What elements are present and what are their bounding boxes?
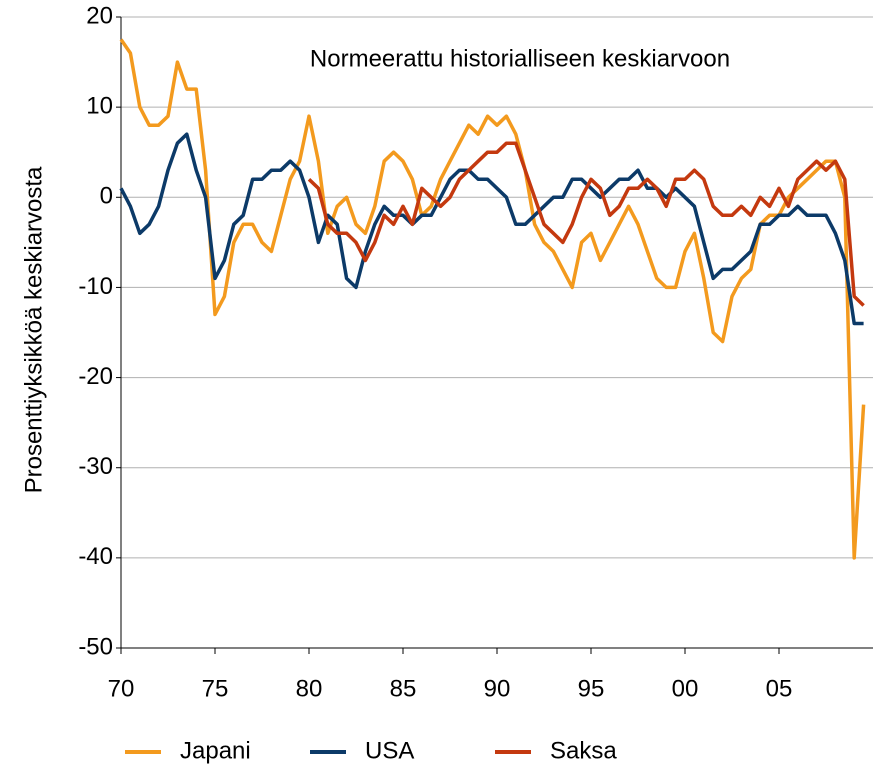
y-tick-label: 0 bbox=[100, 183, 113, 210]
x-tick-label: 75 bbox=[202, 675, 229, 702]
y-tick-label: -50 bbox=[78, 633, 113, 660]
x-tick-label: 90 bbox=[484, 675, 511, 702]
y-tick-label: -20 bbox=[78, 363, 113, 390]
legend-label: Saksa bbox=[550, 737, 617, 764]
y-axis-label: Prosenttiyksikköä keskiarvosta bbox=[20, 166, 47, 493]
legend-label: USA bbox=[365, 737, 414, 764]
x-tick-label: 70 bbox=[108, 675, 135, 702]
x-tick-label: 85 bbox=[390, 675, 417, 702]
y-tick-label: -10 bbox=[78, 273, 113, 300]
x-tick-label: 05 bbox=[766, 675, 793, 702]
y-tick-label: -40 bbox=[78, 543, 113, 570]
x-tick-label: 80 bbox=[296, 675, 323, 702]
series-line bbox=[119, 38, 866, 560]
series-line bbox=[119, 132, 864, 326]
x-tick-label: 95 bbox=[578, 675, 605, 702]
chart-title: Normeerattu historialliseen keskiarvoon bbox=[310, 45, 730, 72]
legend-label: Japani bbox=[180, 737, 251, 764]
y-tick-label: -30 bbox=[78, 453, 113, 480]
x-tick-label: 00 bbox=[672, 675, 699, 702]
y-tick-label: 20 bbox=[86, 2, 113, 29]
y-tick-label: 10 bbox=[86, 92, 113, 119]
series-line bbox=[307, 141, 865, 307]
